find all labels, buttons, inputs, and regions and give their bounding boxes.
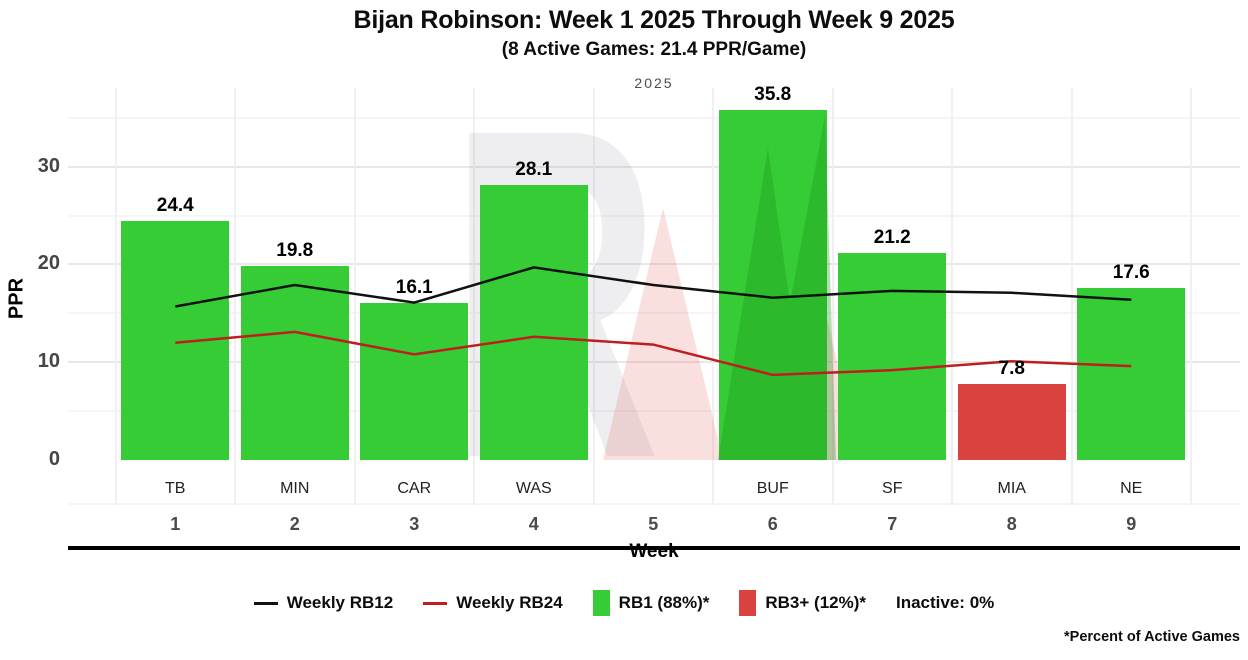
gridline-minor — [68, 116, 1240, 119]
bar-value-label: 21.2 — [873, 226, 911, 248]
x-tick-team-label: MIA — [997, 480, 1026, 497]
legend: Weekly RB12 Weekly RB24 RB1 (88%)* RB3+ (12… — [0, 590, 1248, 616]
x-tick-week-number: 5 — [648, 514, 659, 534]
legend-item: Weekly RB24 — [423, 593, 563, 613]
x-tick-team-label: MIN — [280, 480, 310, 497]
bar-value-label: 17.6 — [1112, 261, 1150, 283]
x-tick-week-number: 4 — [528, 514, 539, 534]
facet-year-label: 2025 — [634, 75, 674, 91]
x-tick-team-label: NE — [1120, 480, 1143, 497]
bar-week-7 — [838, 252, 947, 460]
legend-line-key — [423, 601, 448, 605]
gridline-vertical — [1070, 88, 1073, 505]
legend-item-label: RB3+ (12%)* — [765, 593, 866, 612]
x-tick-week-number: 7 — [887, 514, 898, 534]
bar-week-6 — [718, 109, 827, 460]
bar-value-label: 35.8 — [754, 84, 792, 105]
gridline-vertical — [353, 88, 356, 505]
legend-item: RB3+ (12%)* — [739, 590, 866, 616]
bar-week-9 — [1077, 287, 1186, 460]
gridline-major — [68, 165, 1240, 168]
bar-week-1 — [121, 221, 230, 460]
x-tick-week-number: 6 — [767, 514, 778, 534]
gridline-minor — [68, 214, 1240, 217]
gridline-minor — [68, 410, 1240, 413]
y-tick-label: 10 — [37, 350, 60, 373]
gridline-vertical — [712, 88, 714, 505]
zero-baseline — [68, 546, 1240, 550]
x-tick-week-number: 2 — [289, 514, 300, 534]
legend-item-label: RB1 (88%)* — [618, 593, 710, 612]
bar-week-3 — [360, 302, 469, 460]
y-tick-label: 20 — [37, 252, 60, 275]
x-tick-team-label: TB — [165, 480, 186, 497]
legend-swatch-key — [739, 590, 757, 616]
x-tick-week-number: 3 — [409, 514, 420, 534]
bar-week-4 — [479, 185, 588, 460]
gridline-vertical — [1190, 88, 1192, 505]
x-tick-week-number: 8 — [1006, 514, 1017, 534]
bar-week-2 — [240, 266, 349, 460]
x-tick-team-label: BUF — [756, 480, 789, 497]
bar-week-8 — [957, 383, 1066, 460]
x-tick-week-number: 1 — [170, 514, 181, 534]
chart-header: Bijan Robinson: Week 1 2025 Through Week… — [68, 0, 1240, 91]
gridline-vertical — [234, 88, 236, 505]
legend-item: Weekly RB12 — [253, 593, 394, 613]
bar-value-label: 24.4 — [156, 195, 194, 217]
bar-value-label: 19.8 — [276, 240, 314, 262]
legend-item-label: Weekly RB12 — [286, 593, 394, 612]
legend-line-key — [253, 601, 278, 605]
legend-item-label: Inactive: 0% — [896, 593, 995, 612]
footnote: *Percent of Active Games — [1064, 629, 1240, 645]
gridline-vertical — [114, 88, 117, 505]
x-tick-team-label: SF — [882, 480, 903, 497]
x-tick-team-label: CAR — [397, 480, 432, 497]
legend-item-label: Weekly RB24 — [456, 593, 563, 612]
bar-value-label: 16.1 — [395, 276, 433, 298]
plot-panel: R 24.4TB119.8MIN216.1CAR328.1WAS4535.8BU… — [68, 59, 1240, 550]
gridline-vertical — [951, 88, 953, 505]
bar-value-label: 7.8 — [998, 357, 1025, 379]
gridline-vertical — [831, 88, 834, 505]
x-tick-week-number: 9 — [1126, 514, 1137, 534]
gridline-minor — [68, 312, 1240, 315]
y-tick-label: 30 — [37, 154, 60, 177]
gridline-major — [68, 263, 1240, 266]
chart-subtitle: (8 Active Games: 21.4 PPR/Game) — [501, 39, 807, 60]
legend-item: RB1 (88%)* — [592, 590, 710, 616]
legend-swatch-key — [592, 590, 610, 616]
legend-item: Inactive: 0% — [896, 593, 994, 613]
chart-title: Bijan Robinson: Week 1 2025 Through Week… — [353, 6, 955, 34]
y-tick-label: 0 — [48, 448, 60, 470]
gridline-panel-bottom — [68, 503, 1240, 505]
bar-value-label: 28.1 — [515, 159, 553, 181]
x-tick-team-label: WAS — [515, 480, 552, 497]
